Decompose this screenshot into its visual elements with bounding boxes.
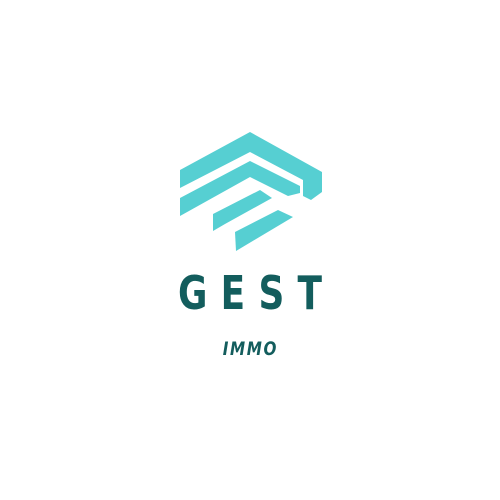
brand-tagline: IMMO <box>222 338 279 360</box>
brand-name: GEST <box>177 266 336 320</box>
roof-stripe-bottom <box>235 210 293 251</box>
roof-stripe-middle <box>180 161 300 216</box>
house-roof-stripes-icon <box>180 132 322 251</box>
roof-chevron-outer <box>180 132 322 200</box>
roof-stripe-lower <box>213 190 272 231</box>
